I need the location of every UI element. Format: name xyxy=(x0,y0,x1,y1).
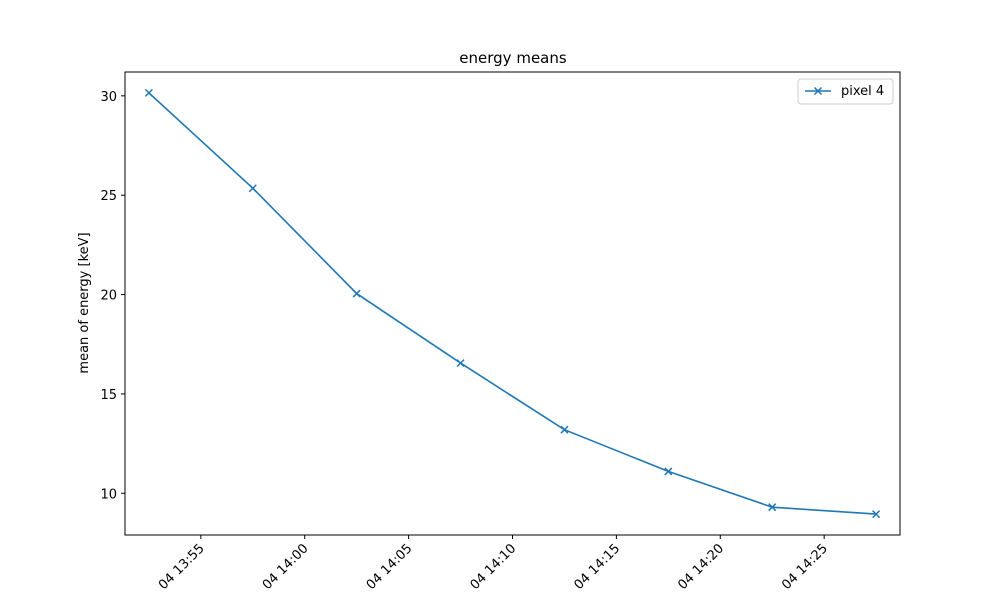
data-point-marker xyxy=(768,503,777,512)
data-point-marker xyxy=(352,289,361,298)
legend: pixel 4 xyxy=(797,78,894,105)
data-point-marker xyxy=(664,467,673,476)
legend-marker-swatch xyxy=(813,86,823,96)
y-axis-ticks: 10 15 20 25 30 xyxy=(100,90,125,502)
data-point-marker xyxy=(560,425,569,434)
y-tick-label: 10 xyxy=(100,487,117,502)
plot-area xyxy=(144,88,881,519)
data-point-marker xyxy=(456,359,465,368)
chart-title: energy means xyxy=(459,49,567,67)
series-line-pixel-4 xyxy=(148,92,877,515)
data-point-marker xyxy=(144,88,153,97)
legend-box xyxy=(797,78,894,105)
legend-label: pixel 4 xyxy=(841,84,884,99)
data-point-marker xyxy=(248,184,257,193)
plot-frame xyxy=(124,71,901,536)
y-tick-label: 20 xyxy=(100,289,117,304)
y-tick-label: 15 xyxy=(100,388,117,403)
y-axis-label: mean of energy [keV] xyxy=(77,232,92,373)
y-tick-label: 25 xyxy=(100,189,117,204)
y-tick-label: 30 xyxy=(100,90,117,105)
data-point-marker xyxy=(872,510,881,519)
